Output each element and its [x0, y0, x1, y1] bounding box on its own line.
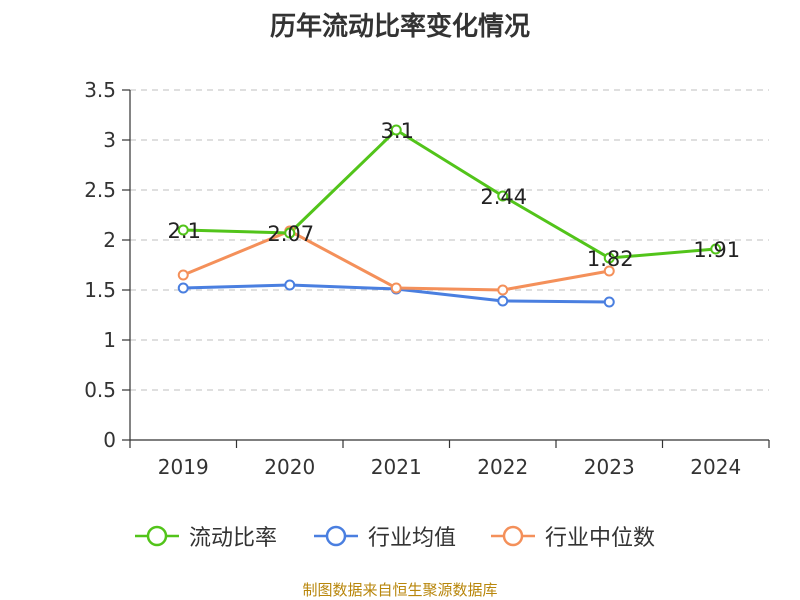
data-point	[177, 224, 189, 236]
data-point	[497, 284, 509, 296]
x-tick-label: 2020	[264, 455, 315, 479]
y-tick-label: 3.5	[84, 78, 116, 102]
legend-label: 流动比率	[189, 526, 278, 551]
data-label: 1.91	[693, 238, 740, 262]
y-tick-label: 2	[103, 228, 116, 252]
data-point	[177, 282, 189, 294]
x-tick-label: 2019	[158, 455, 209, 479]
data-point	[603, 252, 615, 264]
data-point	[390, 282, 402, 294]
legend-label: 行业中位数	[545, 526, 656, 551]
data-point	[710, 243, 722, 255]
data-point	[497, 190, 509, 202]
series-line-0	[183, 128, 716, 260]
y-tick-label: 3	[103, 128, 116, 152]
data-point	[284, 227, 296, 239]
source-note: 制图数据来自恒生聚源数据库	[302, 581, 498, 599]
data-point	[497, 295, 509, 307]
x-tick-label: 2021	[371, 455, 422, 479]
data-point	[390, 124, 402, 136]
legend-item-industry-mean[interactable]: 行业均值	[312, 520, 456, 552]
data-point	[603, 296, 615, 308]
data-point	[603, 265, 615, 277]
x-tick-label: 2023	[584, 455, 635, 479]
legend-label: 行业均值	[368, 526, 457, 551]
data-label: 2.1	[168, 219, 201, 243]
legend-item-industry-median[interactable]: 行业中位数	[489, 520, 655, 552]
y-tick-label: 0.5	[84, 378, 116, 402]
y-tick-label: 2.5	[84, 178, 116, 202]
x-tick-label: 2024	[690, 455, 741, 479]
data-label: 2.44	[480, 185, 527, 209]
data-point	[284, 279, 296, 291]
legend-marker-industry-mean-icon	[314, 525, 358, 547]
y-tick-label: 1	[103, 328, 116, 352]
data-point	[177, 269, 189, 281]
legend-marker-industry-median-icon	[491, 525, 535, 547]
legend: 流动比率 行业均值 行业中位数	[0, 520, 800, 552]
chart-title: 历年流动比率变化情况	[269, 12, 530, 42]
legend-marker-current-ratio-icon	[135, 525, 179, 547]
data-label: 1.82	[587, 247, 634, 271]
data-label: 2.07	[267, 222, 314, 246]
y-tick-label: 0	[103, 428, 116, 452]
y-tick-label: 1.5	[84, 278, 116, 302]
x-tick-label: 2022	[477, 455, 528, 479]
legend-item-current-ratio[interactable]: 流动比率	[133, 520, 277, 552]
data-label: 3.1	[381, 119, 414, 143]
